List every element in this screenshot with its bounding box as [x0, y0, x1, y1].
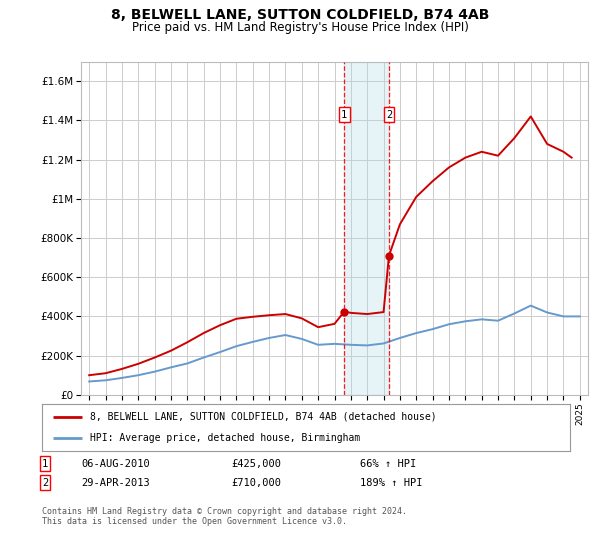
- Text: Price paid vs. HM Land Registry's House Price Index (HPI): Price paid vs. HM Land Registry's House …: [131, 21, 469, 34]
- Text: £710,000: £710,000: [231, 478, 281, 488]
- Text: 189% ↑ HPI: 189% ↑ HPI: [360, 478, 422, 488]
- Text: 66% ↑ HPI: 66% ↑ HPI: [360, 459, 416, 469]
- Text: 1: 1: [341, 110, 347, 119]
- Text: 1: 1: [42, 459, 48, 469]
- Text: 8, BELWELL LANE, SUTTON COLDFIELD, B74 4AB: 8, BELWELL LANE, SUTTON COLDFIELD, B74 4…: [111, 8, 489, 22]
- Text: HPI: Average price, detached house, Birmingham: HPI: Average price, detached house, Birm…: [89, 433, 360, 444]
- Text: 2: 2: [386, 110, 392, 119]
- Text: £425,000: £425,000: [231, 459, 281, 469]
- Text: 06-AUG-2010: 06-AUG-2010: [81, 459, 150, 469]
- Bar: [344, 62, 389, 395]
- Text: Contains HM Land Registry data © Crown copyright and database right 2024.
This d: Contains HM Land Registry data © Crown c…: [42, 507, 407, 526]
- Text: 8, BELWELL LANE, SUTTON COLDFIELD, B74 4AB (detached house): 8, BELWELL LANE, SUTTON COLDFIELD, B74 4…: [89, 412, 436, 422]
- Text: 29-APR-2013: 29-APR-2013: [81, 478, 150, 488]
- Text: 2: 2: [42, 478, 48, 488]
